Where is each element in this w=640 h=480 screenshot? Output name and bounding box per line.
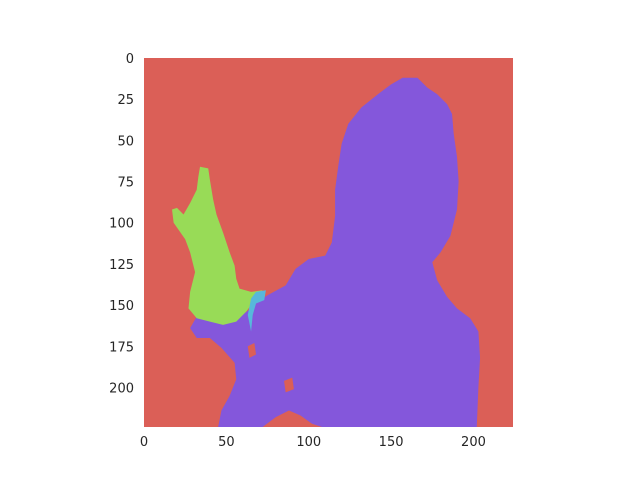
plot-area <box>144 58 513 428</box>
heatmap-region-class-0-2 <box>247 342 257 358</box>
x-axis-ticks: 0 50 100 150 200 <box>140 435 486 450</box>
x-tick-label: 100 <box>296 435 321 450</box>
y-tick-label: 200 <box>109 381 134 396</box>
x-tick-label: 0 <box>140 435 148 450</box>
heatmap-region-class-2-1 <box>172 166 263 325</box>
heatmap-region-class-1-0 <box>190 77 481 428</box>
y-axis-ticks: 0 25 50 75 100 125 150 175 200 <box>109 52 134 396</box>
y-tick-label: 175 <box>109 340 134 355</box>
x-tick-label: 50 <box>218 435 235 450</box>
x-tick-label: 150 <box>379 435 404 450</box>
heatmap-region-class-3-4 <box>247 290 266 332</box>
y-tick-label: 50 <box>117 134 134 149</box>
y-tick-label: 0 <box>126 52 134 67</box>
y-tick-label: 150 <box>109 299 134 314</box>
y-tick-label: 100 <box>109 217 134 232</box>
heatmap-region-class-0-3 <box>284 377 294 393</box>
y-tick-label: 125 <box>109 258 134 273</box>
y-tick-label: 75 <box>117 176 134 191</box>
x-tick-label: 200 <box>461 435 486 450</box>
y-tick-label: 25 <box>117 93 134 108</box>
